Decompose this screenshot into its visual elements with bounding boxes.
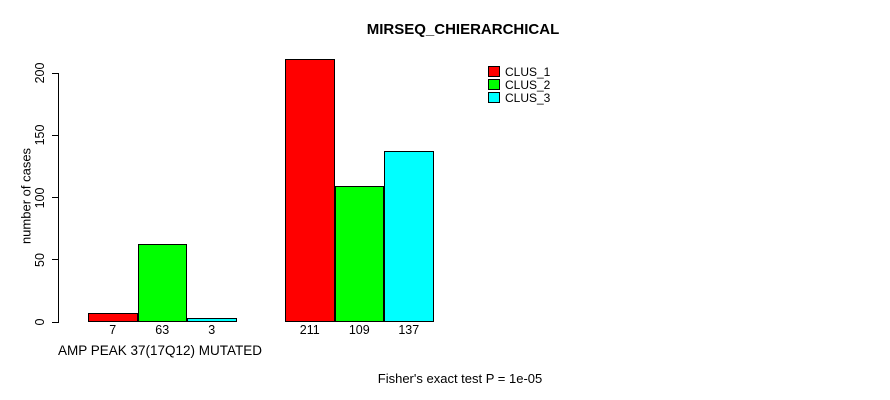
y-tick-label: 0	[33, 318, 47, 326]
bar-value-label: 109	[348, 323, 370, 337]
legend-swatch-icon	[488, 79, 500, 90]
bar-clus_2-group2	[334, 186, 384, 322]
legend-item-clus_2: CLUS_2	[488, 77, 551, 92]
y-tick-mark	[52, 197, 59, 198]
bar-value-label: 7	[109, 323, 117, 337]
legend-swatch-icon	[488, 66, 500, 77]
legend-label: CLUS_1	[505, 64, 551, 79]
legend-item-clus_3: CLUS_3	[488, 90, 551, 105]
bar-clus_2-group1	[137, 243, 187, 322]
legend-label: CLUS_2	[505, 77, 551, 92]
bar-clus_3-group1	[187, 318, 237, 322]
y-tick-mark	[52, 321, 59, 323]
y-tick-mark	[52, 72, 59, 74]
bar-value-label: 137	[398, 323, 420, 337]
bar-value-label: 211	[299, 323, 320, 337]
legend-label: CLUS_3	[505, 90, 551, 105]
y-axis-label: number of cases	[18, 147, 34, 245]
y-tick-mark	[52, 134, 59, 136]
y-tick-label: 150	[33, 124, 47, 146]
bar-clus_3-group2	[384, 151, 434, 322]
y-tick-label: 200	[33, 62, 47, 84]
bar-clus_1-group1	[88, 313, 138, 322]
legend-swatch-icon	[488, 92, 500, 103]
annotation-text: Fisher's exact test P = 1e-05	[377, 371, 543, 386]
bar-clus_1-group2	[285, 59, 335, 322]
y-tick-label: 50	[33, 252, 47, 267]
y-axis-line	[58, 73, 59, 323]
x-axis-category-label: AMP PEAK 37(17Q12) MUTATED	[57, 343, 263, 358]
bar-value-label: 63	[155, 323, 170, 337]
y-tick-label: 100	[33, 187, 47, 208]
legend-item-clus_1: CLUS_1	[488, 64, 551, 79]
bar-value-label: 3	[208, 323, 216, 337]
chart-title: MIRSEQ_CHIERARCHICAL	[366, 21, 560, 38]
y-tick-mark	[52, 259, 59, 261]
legend: CLUS_1 CLUS_2 CLUS_3	[488, 64, 551, 105]
